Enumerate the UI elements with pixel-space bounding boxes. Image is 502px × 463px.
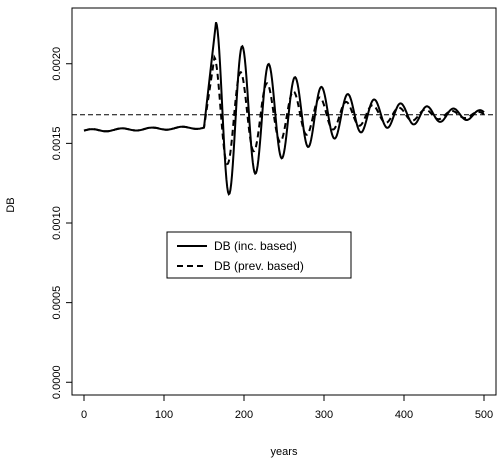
x-tick-label: 400 — [395, 409, 413, 421]
y-tick-label: 0.0005 — [51, 286, 63, 320]
y-tick-label: 0.0020 — [51, 47, 63, 81]
legend: DB (inc. based) DB (prev. based) — [166, 231, 352, 279]
series-line-prev-based — [83, 54, 485, 166]
x-tick-label: 200 — [235, 409, 253, 421]
legend-label-inc-based: DB (inc. based) — [214, 239, 297, 253]
x-axis: 0 100 200 300 400 500 — [81, 395, 493, 421]
x-tick-label: 100 — [155, 409, 173, 421]
y-axis: 0.0000 0.0005 0.0010 0.0015 0.0020 — [51, 47, 72, 399]
legend-label-prev-based: DB (prev. based) — [214, 259, 304, 273]
y-axis-title: DB — [5, 197, 17, 212]
plot-frame — [71, 7, 497, 396]
series-group — [83, 21, 485, 196]
y-tick-label: 0.0015 — [51, 127, 63, 161]
x-tick-label: 300 — [315, 409, 333, 421]
series-line-inc-based — [83, 21, 485, 196]
x-tick-label: 0 — [81, 409, 87, 421]
legend-box — [166, 231, 352, 279]
x-axis-title: years — [271, 446, 298, 458]
x-tick-label: 500 — [475, 409, 493, 421]
y-tick-label: 0.0010 — [51, 206, 63, 240]
y-tick-label: 0.0000 — [51, 365, 63, 399]
